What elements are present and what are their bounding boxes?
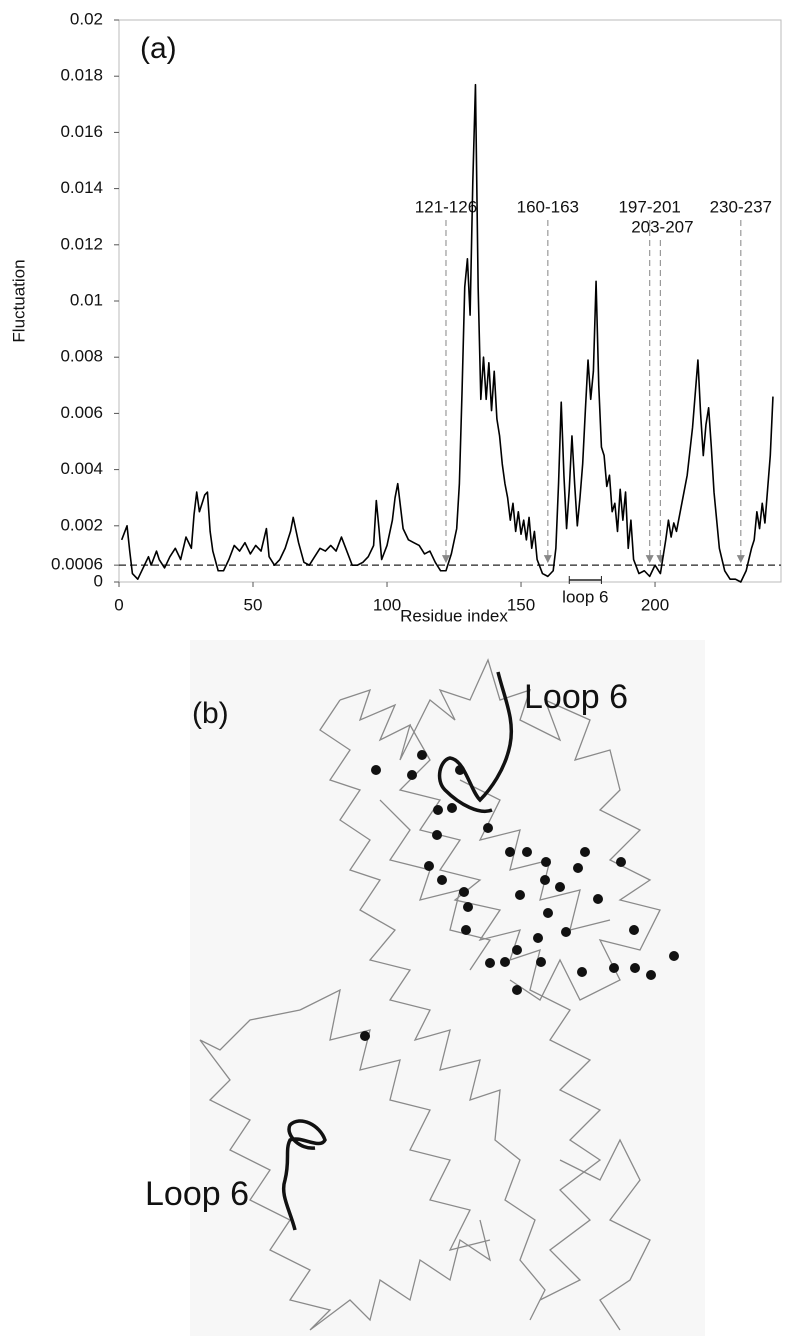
- annotation-label: 121-126: [415, 197, 477, 216]
- structure-background: [190, 640, 705, 1336]
- annotation-label: 203-207: [631, 217, 693, 236]
- fluctuation-line: [120, 83, 774, 583]
- loop-label: Loop 6: [524, 678, 628, 716]
- annotation-label: 230-237: [710, 197, 772, 216]
- y-tick-label: 0.008: [60, 347, 103, 366]
- panel-label: (b): [192, 697, 229, 730]
- y-tick-label: 0.012: [60, 234, 103, 253]
- annotation-label: 197-201: [618, 197, 680, 216]
- arrow-head: [441, 555, 450, 564]
- y-tick-label: 0.002: [60, 515, 103, 534]
- arrow-head: [736, 555, 745, 564]
- x-axis-title: Residue index: [400, 606, 508, 625]
- x-tick-label: 50: [244, 595, 263, 614]
- arrow-head: [543, 555, 552, 564]
- y-tick-label: 0: [94, 571, 103, 590]
- y-tick-label: 0.004: [60, 459, 103, 478]
- structure-panel: (b) Loop 6 Loop 6: [145, 640, 705, 1336]
- annotation-label: 160-163: [517, 197, 579, 216]
- y-tick-label: 0.016: [60, 122, 103, 141]
- y-tick-label: 0.01: [70, 290, 103, 309]
- y-tick-label: 0.006: [60, 403, 103, 422]
- y-tick-label: 0.0006: [51, 555, 103, 574]
- loop-label: Loop 6: [145, 1175, 249, 1213]
- plot-area: [118, 19, 782, 583]
- x-tick-label: 150: [507, 595, 535, 614]
- bracket-label: loop 6: [562, 587, 608, 606]
- y-tick-label: 0.014: [60, 178, 103, 197]
- y-tick-label: 0.02: [70, 9, 103, 28]
- contact-residues: [360, 750, 679, 1041]
- y-axis-title: Fluctuation: [9, 259, 28, 342]
- arrow-head: [645, 555, 654, 564]
- x-tick-label: 200: [641, 595, 669, 614]
- x-tick-label: 100: [373, 595, 401, 614]
- loop6-highlight: [282, 671, 514, 1231]
- x-tick-label: 0: [114, 595, 123, 614]
- y-tick-label: 0.018: [60, 66, 103, 85]
- panel-label: (a): [140, 32, 177, 65]
